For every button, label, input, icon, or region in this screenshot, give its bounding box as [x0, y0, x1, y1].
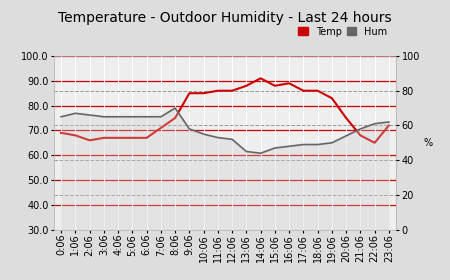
Text: Temperature - Outdoor Humidity - Last 24 hours: Temperature - Outdoor Humidity - Last 24…: [58, 11, 392, 25]
Legend: Temp, Hum: Temp, Hum: [294, 23, 391, 40]
Y-axis label: %: %: [424, 138, 433, 148]
